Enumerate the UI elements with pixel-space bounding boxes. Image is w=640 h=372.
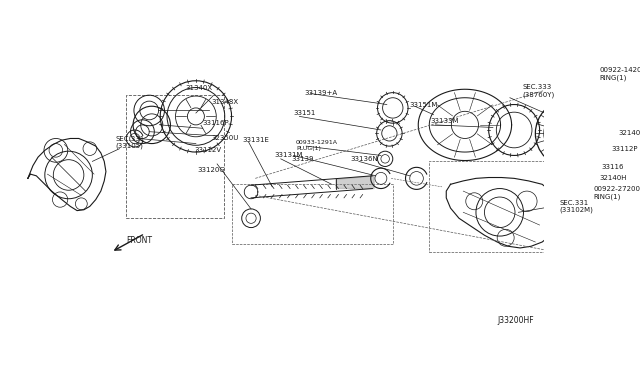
- Text: 00933-1291A
PLUG(1): 00933-1291A PLUG(1): [296, 140, 338, 151]
- Text: 33133M: 33133M: [430, 119, 459, 125]
- Text: 33131E: 33131E: [243, 137, 269, 143]
- Text: 31340X: 31340X: [186, 84, 213, 90]
- Text: 33151M: 33151M: [410, 102, 438, 108]
- Text: 33151: 33151: [294, 110, 316, 116]
- Text: 33139+A: 33139+A: [305, 90, 338, 96]
- Text: 31348X: 31348X: [211, 99, 238, 105]
- Text: 33139: 33139: [291, 156, 314, 162]
- Bar: [545, 89, 622, 178]
- Text: 33112V: 33112V: [194, 147, 221, 153]
- Text: SEC.331
(33102M): SEC.331 (33102M): [559, 200, 593, 213]
- Text: FRONT: FRONT: [126, 236, 152, 245]
- Text: 32350U: 32350U: [211, 135, 239, 141]
- Bar: [232, 184, 393, 244]
- Text: 00922-14200
RING(1): 00922-14200 RING(1): [599, 67, 640, 81]
- Polygon shape: [336, 176, 374, 189]
- Text: 33136N: 33136N: [350, 156, 378, 162]
- Bar: [429, 161, 573, 252]
- Text: 32140N: 32140N: [618, 130, 640, 137]
- Text: 00922-27200
RING(1): 00922-27200 RING(1): [593, 186, 640, 199]
- Text: 33131M: 33131M: [274, 153, 303, 158]
- Text: 33116P: 33116P: [203, 120, 229, 126]
- Text: 33112P: 33112P: [612, 146, 638, 152]
- Text: 33116: 33116: [602, 164, 624, 170]
- Bar: [126, 95, 224, 218]
- Text: J33200HF: J33200HF: [497, 315, 534, 325]
- Text: SEC.331
(33105): SEC.331 (33105): [115, 136, 145, 150]
- Text: SEC.333
(38760Y): SEC.333 (38760Y): [523, 84, 555, 98]
- Text: 33120G: 33120G: [197, 167, 225, 173]
- Text: 32140H: 32140H: [599, 175, 627, 182]
